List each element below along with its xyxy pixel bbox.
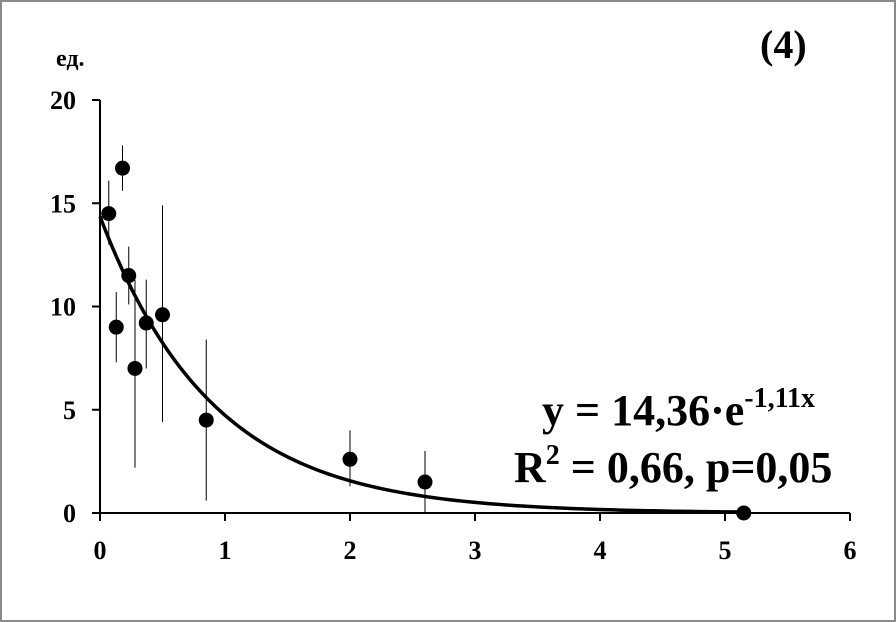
equation-exponent: -1,11x <box>744 383 815 414</box>
x-tick-label: 4 <box>594 536 607 565</box>
data-point <box>127 360 143 376</box>
data-point <box>417 474 433 490</box>
r-squared-value: = 0,66, p=0,05 <box>560 443 833 492</box>
x-tick-label: 3 <box>469 536 482 565</box>
data-point <box>108 319 124 335</box>
y-tick-label: 20 <box>50 86 76 115</box>
data-point <box>121 268 137 284</box>
x-tick-label: 6 <box>844 536 857 565</box>
data-point <box>198 412 214 428</box>
panel-label: (4) <box>760 22 807 67</box>
r-symbol: R <box>514 443 547 492</box>
data-point <box>138 315 154 331</box>
r-squared-exponent: 2 <box>546 440 560 471</box>
y-tick-label: 15 <box>50 189 76 218</box>
y-tick-label: 5 <box>63 396 76 425</box>
equation-line-1: y = 14,36·e-1,11x <box>542 383 815 435</box>
data-point <box>115 160 130 176</box>
data-point <box>101 206 117 222</box>
y-tick-label: 10 <box>50 293 76 322</box>
y-axis-unit-label: ед. <box>56 46 84 72</box>
data-point <box>342 451 358 467</box>
data-point <box>155 307 170 323</box>
x-tick-label: 0 <box>94 536 107 565</box>
x-tick-label: 5 <box>719 536 732 565</box>
y-tick-label: 0 <box>63 499 76 528</box>
x-tick-label: 1 <box>219 536 232 565</box>
equation-line-2: R2 = 0,66, p=0,05 <box>514 440 832 492</box>
x-tick-label: 2 <box>344 536 357 565</box>
equation-main: y = 14,36·e <box>542 386 744 435</box>
